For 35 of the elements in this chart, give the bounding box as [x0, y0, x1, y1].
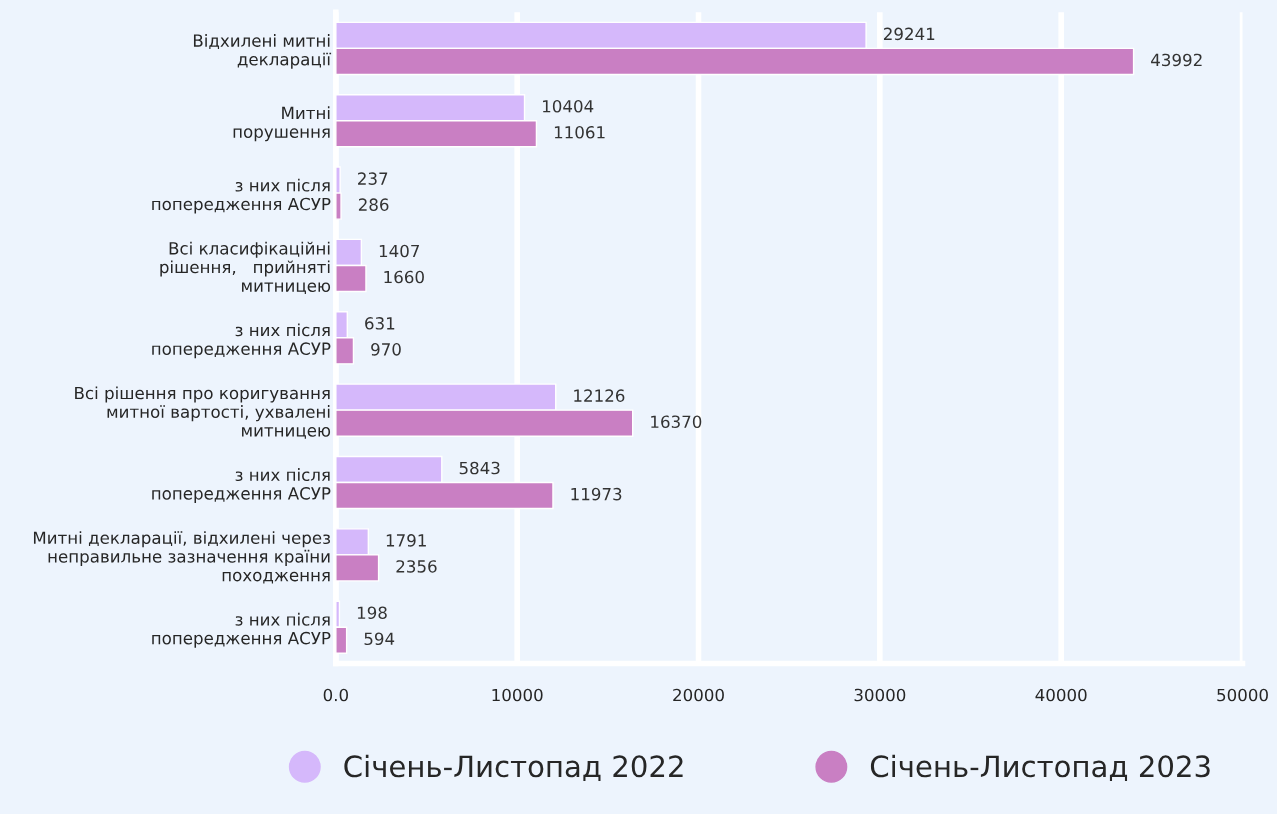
data-label: 1791 [386, 534, 426, 547]
y-tick-label: Відхилені митні декларації [193, 33, 332, 69]
y-tick-label: з них після попередження АСУР [152, 178, 331, 214]
x-tick-label: 20000 [673, 688, 724, 702]
legend-label: Січень-Листопад 2023 [870, 754, 1210, 781]
data-label: 16370 [651, 415, 702, 429]
data-label: 970 [371, 343, 401, 356]
data-label: 12126 [574, 389, 625, 402]
data-label: 198 [357, 606, 387, 620]
x-tick-label: 30000 [854, 688, 906, 702]
data-label: 1407 [379, 244, 420, 258]
y-tick-label: Всі класифікаційні рішення, прийняті митницею [160, 241, 331, 295]
y-tick-label: з них після попередження АСУР [152, 468, 331, 503]
data-label: 5843 [459, 461, 500, 475]
legend-label: Січень-Листопад 2022 [344, 754, 683, 781]
data-label: 286 [358, 198, 389, 211]
y-tick-label: Всі рішення про коригування митної вартості, ухвалені митницею [75, 386, 331, 439]
x-tick-label: 10000 [492, 688, 543, 702]
data-label: 10404 [543, 99, 594, 113]
data-label: 631 [365, 317, 395, 330]
y-tick-label: з них після попередження АСУР [152, 612, 331, 648]
x-tick-label: 50000 [1217, 688, 1268, 702]
y-tick-label: Митні декларації, відхилені через неправильне зазначення країни походження [33, 531, 330, 584]
data-label: 11061 [554, 126, 605, 139]
data-label: 237 [358, 172, 388, 185]
data-label: 594 [364, 632, 395, 646]
data-label: 43992 [1151, 53, 1202, 67]
data-label: 11973 [571, 487, 622, 501]
data-label: 1660 [384, 270, 424, 284]
data-label: 29241 [883, 27, 935, 41]
y-tick-label: з них після попередження АСУР [152, 323, 331, 359]
data-label: 2356 [396, 560, 437, 573]
x-tick-label: 40000 [1035, 688, 1087, 702]
x-tick-label: 0.0 [323, 688, 348, 702]
y-tick-label: Митні порушення [233, 106, 330, 142]
